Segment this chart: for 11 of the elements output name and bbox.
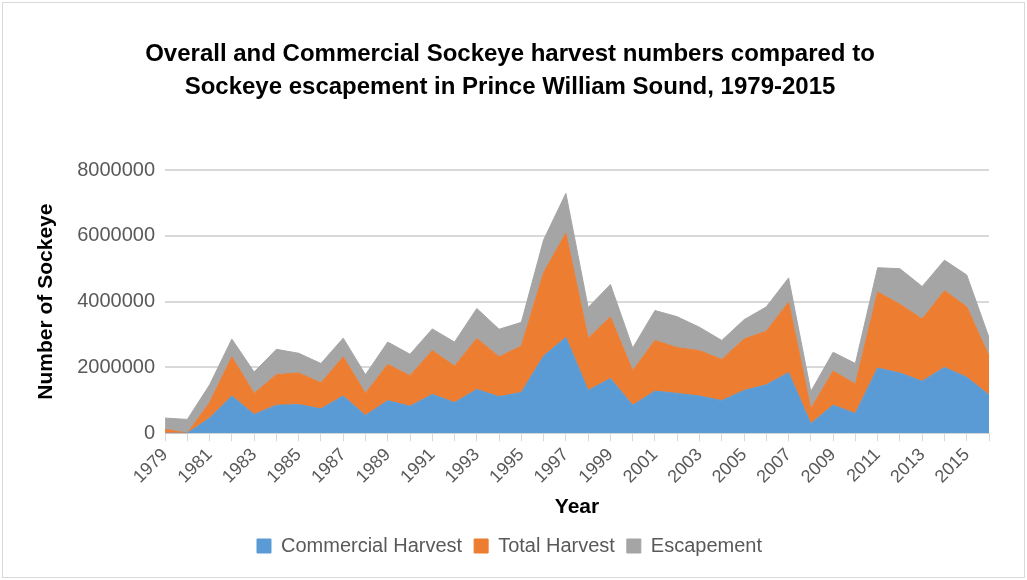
x-axis-title: Year	[554, 494, 600, 518]
y-axis-title: Number of Sockeye	[33, 203, 57, 400]
y-tick-label: 6000000	[77, 223, 156, 246]
legend-label: Escapement	[650, 533, 763, 556]
y-tick-label: 0	[143, 420, 156, 443]
y-tick-label: 8000000	[77, 157, 156, 180]
legend-label: Commercial Harvest	[280, 533, 463, 556]
y-tick-label: 4000000	[77, 289, 156, 312]
legend-label: Total Harvest	[498, 533, 616, 556]
y-tick-label: 2000000	[77, 354, 156, 377]
chart-title: Overall and Commercial Sockeye harvest numbers compared to Sockeye escapement in Prince William Sound, 1979-2015	[144, 38, 876, 101]
